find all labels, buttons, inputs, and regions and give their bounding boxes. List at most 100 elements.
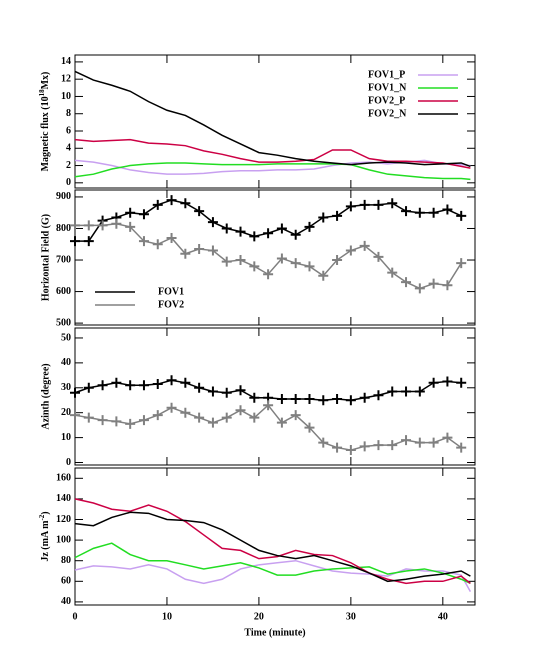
plus-marker [401, 435, 412, 446]
y-tick-label: 14 [61, 56, 71, 67]
plus-marker [345, 395, 356, 406]
plus-marker [304, 422, 315, 433]
plus-marker [180, 377, 191, 388]
plus-marker [83, 382, 94, 393]
panel-frame [74, 54, 476, 189]
plus-marker [207, 417, 218, 428]
series-line [74, 559, 472, 592]
plus-marker [221, 256, 232, 267]
plus-marker [318, 212, 329, 223]
plus-marker [387, 267, 398, 278]
plus-marker [401, 386, 412, 397]
plus-marker [125, 207, 136, 218]
plus-marker [83, 412, 94, 423]
plus-marker [345, 201, 356, 212]
plus-marker [166, 195, 177, 206]
plus-marker [97, 415, 108, 426]
plus-marker [387, 198, 398, 209]
plus-marker [345, 245, 356, 256]
y-tick-label: 80 [61, 555, 71, 566]
plus-marker [263, 269, 274, 280]
plus-marker [428, 437, 439, 448]
plus-marker [456, 442, 467, 453]
plus-marker [138, 209, 149, 220]
plus-marker [97, 380, 108, 391]
plus-marker [332, 210, 343, 221]
plus-marker [83, 220, 94, 231]
plus-marker [428, 207, 439, 218]
y-axis-label: Magnetic flux (1018Mx) [38, 72, 52, 172]
plus-marker [249, 231, 260, 242]
plus-marker [152, 199, 163, 210]
plus-marker [456, 377, 467, 388]
y-tick-label: 12 [61, 73, 71, 84]
plus-marker [263, 228, 274, 239]
plus-marker [373, 251, 384, 262]
plus-marker [83, 236, 94, 247]
plus-marker [166, 402, 177, 413]
panel-frame [74, 189, 476, 326]
plus-marker [70, 236, 80, 247]
plus-marker [442, 432, 453, 443]
y-axis-label-part: 18 [38, 89, 46, 97]
plus-marker [290, 258, 301, 269]
plus-marker [125, 418, 136, 429]
plus-marker [318, 395, 329, 406]
plus-marker [70, 410, 80, 421]
x-tick-label: 40 [438, 611, 448, 622]
plus-marker [387, 386, 398, 397]
plus-marker [194, 206, 205, 217]
plus-marker [125, 380, 136, 391]
x-axis-label: Time (minute) [244, 627, 305, 638]
plus-marker [138, 236, 149, 247]
plus-marker [359, 240, 370, 251]
plus-marker [180, 198, 191, 209]
y-tick-label: 100 [56, 534, 71, 545]
y-axis-label-part: Magnetic flux (10 [40, 96, 51, 171]
plus-marker [359, 392, 370, 403]
plus-marker [359, 441, 370, 452]
plus-marker [304, 221, 315, 232]
plus-marker [125, 221, 136, 232]
plus-marker [152, 379, 163, 390]
plus-marker [207, 386, 218, 397]
plus-marker [345, 445, 356, 456]
plus-marker [221, 412, 232, 423]
plus-marker [263, 400, 274, 411]
series-line [74, 511, 471, 583]
series-line [74, 498, 471, 585]
plus-marker [401, 206, 412, 217]
series-line [74, 138, 471, 169]
plus-marker [428, 377, 439, 388]
plus-marker [332, 393, 343, 404]
plus-marker [304, 261, 315, 272]
plus-marker [194, 243, 205, 254]
plus-marker [442, 280, 453, 291]
plus-marker [235, 385, 246, 396]
plus-marker [111, 416, 122, 427]
y-tick-label: 40 [61, 357, 71, 368]
panel-frame [74, 467, 476, 606]
y-tick-label: 10 [61, 91, 71, 102]
plus-marker [276, 393, 287, 404]
y-tick-label: 160 [56, 473, 71, 484]
plus-marker [373, 199, 384, 210]
legend-label: FOV2_P [368, 95, 405, 106]
plus-marker [194, 412, 205, 423]
plus-marker [387, 440, 398, 451]
plus-marker [166, 375, 177, 386]
plus-marker [276, 253, 287, 264]
plus-marker [373, 390, 384, 401]
plus-marker [318, 437, 329, 448]
plus-marker [414, 386, 425, 397]
plus-marker [111, 218, 122, 229]
series-line [74, 404, 462, 451]
y-tick-label: 700 [56, 254, 71, 265]
y-axis-label-part: ) [40, 511, 51, 514]
plus-marker [359, 199, 370, 210]
plus-marker [180, 407, 191, 418]
x-tick-label: 20 [254, 611, 264, 622]
y-tick-label: 800 [56, 223, 71, 234]
plus-marker [235, 405, 246, 416]
